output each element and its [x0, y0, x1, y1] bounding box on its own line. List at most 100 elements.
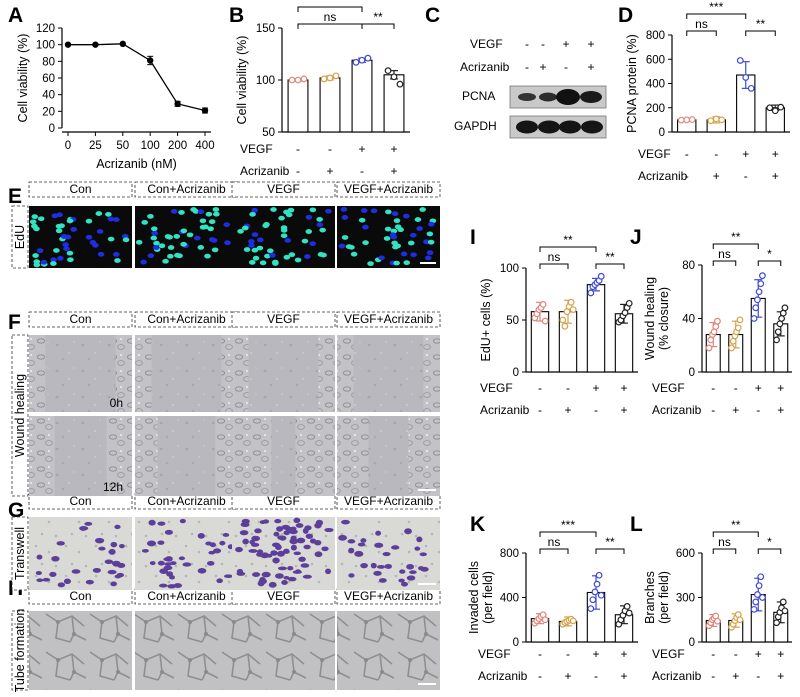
- i-data-point: [559, 316, 567, 324]
- time-label-0h: 0h: [110, 396, 123, 410]
- transwell-cell: [398, 578, 405, 583]
- k-data-point: [597, 591, 605, 599]
- transwell-cell: [283, 576, 290, 580]
- edu-nucleus: [33, 259, 41, 265]
- transwell-cell: [279, 535, 287, 541]
- transwell-cell: [295, 523, 304, 528]
- l-design-symbol: +: [732, 669, 739, 683]
- edu-nucleus: [403, 260, 411, 266]
- k-y-tick-label: 0: [513, 637, 519, 649]
- b-data-point: [390, 73, 398, 81]
- edu-nucleus: [97, 251, 105, 257]
- edu-nucleus: [358, 217, 366, 223]
- d-sig-label: ***: [709, 0, 723, 14]
- blot-vegf-3: +: [562, 37, 569, 51]
- k-sig-bracket: [539, 548, 569, 554]
- b-design-symbol: -: [296, 164, 300, 178]
- edu-nucleus: [249, 211, 256, 217]
- edu-nucleus: [205, 211, 213, 217]
- edu-nucleus: [304, 254, 311, 259]
- d-design-symbol: -: [744, 169, 748, 183]
- k-design-label: VEGF: [478, 647, 511, 661]
- i-bar: [586, 284, 606, 373]
- d-sig-label: ns: [695, 17, 708, 31]
- transwell-cell: [276, 550, 285, 557]
- d-data-point: [777, 103, 785, 111]
- header-h-0: Con: [69, 589, 91, 603]
- header-f-0: Con: [69, 312, 91, 326]
- transwell-cell: [206, 561, 215, 566]
- transwell-cell: [274, 519, 282, 524]
- edu-nucleus: [63, 246, 70, 252]
- d-design-symbol: -: [685, 169, 689, 183]
- panel-label-j: J: [630, 226, 642, 249]
- edu-nucleus: [409, 232, 417, 238]
- transwell-cell: [348, 547, 355, 554]
- edu-nucleus: [162, 258, 169, 264]
- transwell-cell: [104, 559, 114, 565]
- edu-nucleus: [280, 233, 288, 239]
- edu-nucleus: [107, 236, 115, 242]
- header-h-2: VEGF: [267, 589, 300, 603]
- i-data-point: [561, 322, 569, 330]
- j-data-point: [729, 337, 737, 345]
- i-design-symbol: +: [620, 403, 627, 417]
- transwell-cell: [272, 557, 280, 564]
- i-sig-label: **: [605, 250, 615, 264]
- transwell-cell: [270, 550, 278, 556]
- transwell-cell: [348, 573, 355, 578]
- j-y-tick-label: 80: [682, 260, 695, 272]
- edu-nucleus: [95, 211, 103, 216]
- header-e-3: VEGF+Acrizanib: [344, 182, 433, 196]
- a-y-tick-label: 40: [42, 90, 55, 102]
- edu-nucleus: [362, 224, 369, 230]
- transwell-cell: [197, 568, 207, 574]
- transwell-cell: [341, 519, 350, 525]
- d-design-label: VEGF: [638, 147, 671, 161]
- b-design-symbol: +: [390, 164, 397, 178]
- j-data-point: [705, 344, 713, 352]
- edu-nucleus: [251, 232, 259, 238]
- transwell-cell: [108, 548, 116, 555]
- b-sig-bracket: [297, 23, 363, 29]
- gapdh-band-1: [516, 120, 538, 134]
- d-data-point: [771, 107, 779, 115]
- edu-nucleus: [114, 258, 121, 263]
- a-data-point: [147, 57, 154, 64]
- transwell-cell: [406, 575, 416, 581]
- j-design-symbol: +: [755, 381, 762, 395]
- edu-nucleus: [147, 253, 155, 259]
- transwell-cell: [119, 544, 125, 549]
- transwell-cell: [360, 538, 367, 543]
- a-x-tick-label: 0: [65, 140, 71, 152]
- transwell-cell: [314, 551, 323, 558]
- edu-nucleus: [85, 218, 93, 224]
- edu-nucleus: [37, 216, 45, 222]
- edu-nucleus: [278, 215, 285, 221]
- edu-nucleus: [50, 261, 57, 266]
- tube-image-tile: [232, 611, 335, 690]
- time-label-12h: 12h: [103, 480, 123, 494]
- pcna-band-1: [518, 93, 536, 101]
- b-sig-bracket: [361, 23, 395, 29]
- j-y-tick-label: 0: [689, 367, 695, 379]
- edu-nucleus: [378, 255, 385, 261]
- pcna-band-4: [580, 91, 602, 103]
- edu-nucleus: [367, 261, 374, 267]
- design-label-acrizanib: Acrizanib: [460, 60, 510, 74]
- j-data-point: [714, 317, 721, 325]
- j-data-point: [736, 316, 744, 324]
- transwell-cell: [373, 570, 382, 576]
- transwell-cell: [347, 539, 356, 544]
- edu-nucleus: [341, 215, 349, 220]
- i-y-tick-label: 100: [500, 263, 519, 275]
- transwell-cell: [273, 531, 280, 537]
- j-data-point: [781, 304, 789, 312]
- edu-nucleus: [248, 239, 255, 244]
- l-data-point: [781, 607, 789, 615]
- j-data-point: [778, 315, 785, 322]
- b-data-point: [364, 54, 372, 62]
- edu-nucleus: [140, 259, 147, 265]
- j-data-point: [710, 328, 718, 336]
- l-design-symbol: -: [734, 647, 738, 661]
